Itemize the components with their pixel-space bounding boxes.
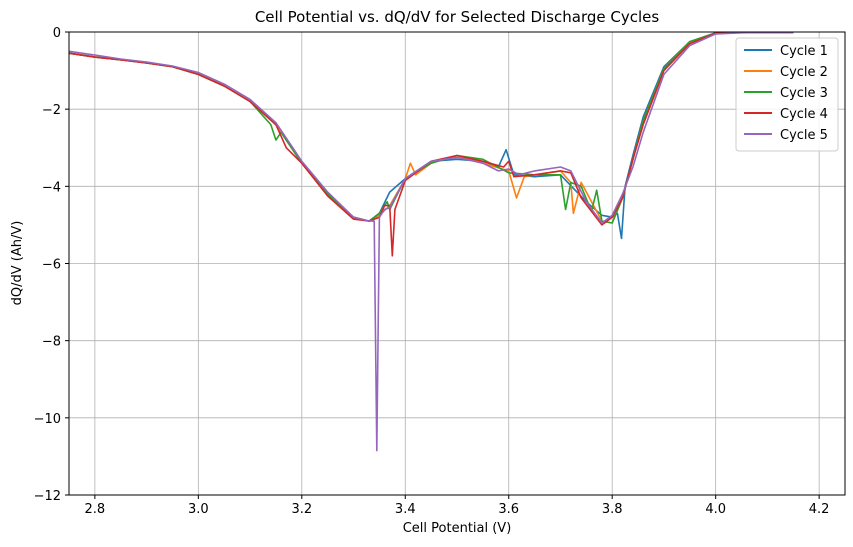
- x-tick-label: 3.0: [188, 502, 209, 517]
- y-tick-label: −4: [42, 180, 61, 195]
- x-tick-label: 4.0: [705, 502, 726, 517]
- legend-label: Cycle 3: [780, 86, 828, 101]
- y-tick-label: −2: [42, 103, 61, 118]
- x-tick-label: 3.8: [602, 502, 623, 517]
- legend-box: [735, 37, 839, 152]
- y-axis-label: dQ/dV (Ah/V): [10, 221, 25, 306]
- x-tick-label: 4.2: [809, 502, 830, 517]
- x-tick-label: 3.2: [291, 502, 312, 517]
- ticks: 2.8 3.0 3.2 3.4 3.6 3.8 4.0 4.2 0 −2 −4 −6 −8 −10 −12: [34, 26, 830, 517]
- legend-label: Cycle 1: [780, 44, 828, 59]
- legend-label: Cycle 5: [780, 128, 828, 143]
- y-tick-label: −10: [34, 412, 61, 427]
- y-tick-label: 0: [53, 26, 61, 41]
- legend-label: Cycle 2: [780, 65, 828, 80]
- y-tick-label: −12: [34, 489, 61, 504]
- series-layer: [68, 31, 794, 452]
- legend: Cycle 1 Cycle 2 Cycle 3 Cycle 4 Cycle 5: [735, 37, 839, 152]
- x-tick-label: 2.8: [85, 502, 106, 517]
- x-tick-label: 3.4: [395, 502, 416, 517]
- chart-title: Cell Potential vs. dQ/dV for Selected Di…: [255, 8, 660, 26]
- x-tick-label: 3.6: [498, 502, 519, 517]
- x-axis-label: Cell Potential (V): [403, 521, 512, 536]
- grid: [69, 31, 845, 496]
- legend-label: Cycle 4: [780, 107, 828, 122]
- series-line-cycle-5: [68, 31, 794, 452]
- y-tick-label: −8: [42, 335, 61, 350]
- y-tick-label: −6: [42, 258, 61, 273]
